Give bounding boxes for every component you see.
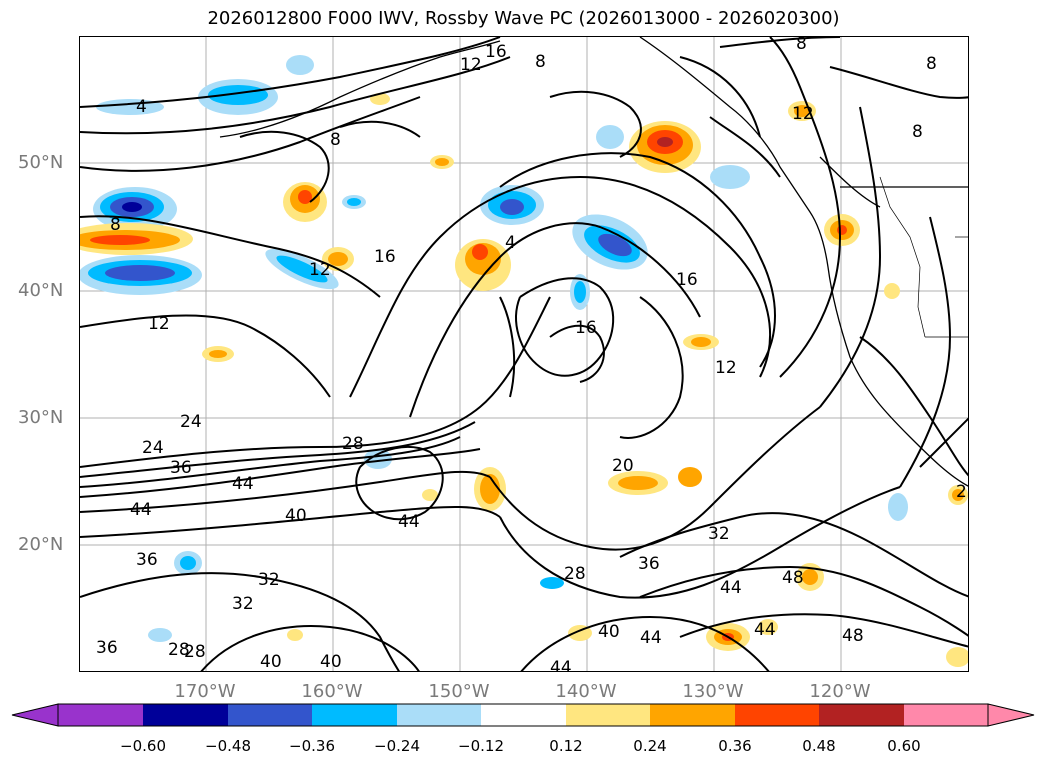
contour-label: 8 bbox=[796, 37, 807, 54]
contour-label: 12 bbox=[309, 260, 331, 280]
contour-label: 44 bbox=[130, 500, 152, 520]
contour-label: 28 bbox=[342, 434, 364, 454]
colorbar-segment bbox=[566, 704, 650, 726]
contour-label: 44 bbox=[550, 658, 572, 672]
contour-label: 8 bbox=[926, 54, 937, 74]
contour-label: 40 bbox=[598, 622, 620, 642]
contour-label: 40 bbox=[320, 652, 342, 672]
colorbar-segment bbox=[312, 704, 397, 726]
map-svg: 16 12 8 8 4 8 8 12 8 4 8 12 16 16 16 12 … bbox=[80, 37, 969, 672]
contour-label: 36 bbox=[170, 458, 192, 478]
contour-label: 16 bbox=[575, 318, 597, 338]
contour-label: 16 bbox=[485, 42, 507, 62]
contour-label: 44 bbox=[232, 474, 254, 494]
contour-label: 16 bbox=[374, 247, 396, 267]
colorbar-tick: −0.12 bbox=[458, 737, 504, 755]
colorbar-segment bbox=[819, 704, 904, 726]
borders bbox=[879, 176, 968, 338]
contour-label: 44 bbox=[640, 628, 662, 648]
contour-label: 24 bbox=[142, 438, 164, 458]
contour-label: 12 bbox=[460, 55, 482, 75]
colorbar-tick: −0.24 bbox=[374, 737, 420, 755]
contour-label: 28 bbox=[184, 642, 206, 662]
lon-label-130w: 130°W bbox=[682, 681, 744, 702]
contour-label: 36 bbox=[638, 554, 660, 574]
lat-label-50n: 50°N bbox=[18, 152, 64, 173]
colorbar-tick: 0.60 bbox=[887, 737, 921, 755]
lon-label-150w: 150°W bbox=[428, 681, 490, 702]
lon-label-120w: 120°W bbox=[809, 681, 871, 702]
contour-label: 44 bbox=[754, 620, 776, 640]
colorbar-segments bbox=[12, 704, 1034, 726]
lon-label-140w: 140°W bbox=[555, 681, 617, 702]
contour-label: 40 bbox=[260, 652, 282, 672]
coastlines bbox=[219, 37, 968, 487]
colorbar-segment bbox=[481, 704, 566, 726]
lat-label-20n: 20°N bbox=[18, 534, 64, 555]
contour-label: 48 bbox=[842, 626, 864, 646]
lat-label-30n: 30°N bbox=[18, 407, 64, 428]
colorbar-extend-low bbox=[12, 704, 58, 726]
colorbar-tick: −0.48 bbox=[205, 737, 251, 755]
contour-label: 4 bbox=[505, 233, 516, 253]
positive-anomaly-shading bbox=[80, 93, 968, 667]
graticule bbox=[80, 37, 968, 671]
colorbar-tick: −0.36 bbox=[289, 737, 335, 755]
contour-label: 12 bbox=[792, 104, 814, 124]
contour-label: 44 bbox=[398, 512, 420, 532]
colorbar-tick: 0.36 bbox=[718, 737, 752, 755]
iwv-contours bbox=[80, 37, 968, 671]
colorbar-extend-high bbox=[988, 704, 1034, 726]
contour-label: 8 bbox=[110, 215, 121, 235]
contour-label: 32 bbox=[258, 570, 280, 590]
lat-label-40n: 40°N bbox=[18, 280, 64, 301]
contour-label: 12 bbox=[148, 314, 170, 334]
contour-label: 32 bbox=[708, 524, 730, 544]
contour-label: 28 bbox=[564, 564, 586, 584]
colorbar-segment bbox=[904, 704, 988, 726]
map-panel: 16 12 8 8 4 8 8 12 8 4 8 12 16 16 16 12 … bbox=[79, 36, 969, 672]
contour-label: 8 bbox=[912, 122, 923, 142]
lon-label-170w: 170°W bbox=[174, 681, 236, 702]
colorbar-segment bbox=[228, 704, 312, 726]
contour-label: 28 bbox=[168, 640, 190, 660]
contour-label: 40 bbox=[285, 506, 307, 526]
colorbar-segment bbox=[397, 704, 481, 726]
colorbar bbox=[11, 703, 1035, 727]
contour-label: 4 bbox=[136, 97, 147, 117]
contour-label: 36 bbox=[96, 638, 118, 658]
colorbar-tick: 0.12 bbox=[549, 737, 583, 755]
contour-label: 12 bbox=[715, 358, 737, 378]
colorbar-segment bbox=[58, 704, 143, 726]
colorbar-tick: −0.60 bbox=[120, 737, 166, 755]
contour-label: 28 bbox=[956, 482, 969, 502]
colorbar-segment bbox=[650, 704, 735, 726]
lon-label-160w: 160°W bbox=[301, 681, 363, 702]
contour-label-group: 16 12 8 8 4 8 8 12 8 4 8 12 16 16 16 12 … bbox=[96, 37, 969, 672]
colorbar-tick: 0.24 bbox=[633, 737, 667, 755]
contour-label: 48 bbox=[782, 568, 804, 588]
contour-label: 16 bbox=[676, 270, 698, 290]
contour-label: 24 bbox=[180, 412, 202, 432]
contour-label: 36 bbox=[136, 550, 158, 570]
contour-label: 44 bbox=[720, 578, 742, 598]
plot-title: 2026012800 F000 IWV, Rossby Wave PC (202… bbox=[207, 8, 840, 29]
contour-label: 8 bbox=[535, 52, 546, 72]
contour-label: 32 bbox=[232, 594, 254, 614]
colorbar-segment bbox=[143, 704, 228, 726]
colorbar-tick: 0.48 bbox=[802, 737, 836, 755]
negative-anomaly-shading bbox=[80, 55, 908, 642]
contour-label: 8 bbox=[330, 130, 341, 150]
colorbar-segment bbox=[735, 704, 819, 726]
contour-label: 20 bbox=[612, 456, 634, 476]
